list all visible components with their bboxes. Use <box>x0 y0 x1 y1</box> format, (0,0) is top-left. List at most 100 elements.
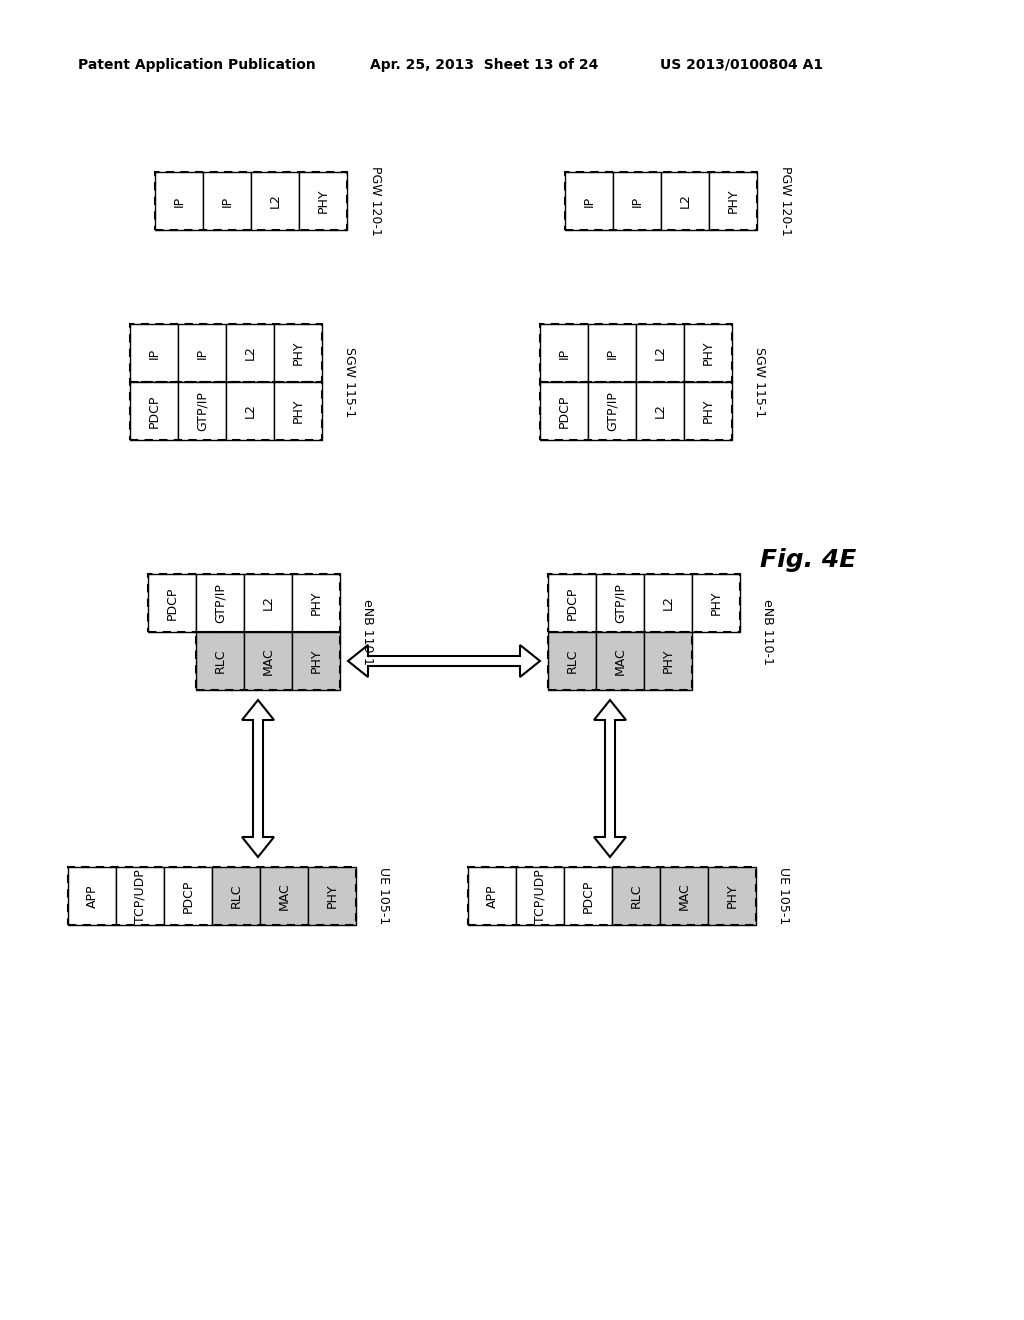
Text: APP: APP <box>485 884 499 908</box>
Bar <box>644 574 692 632</box>
Text: L2: L2 <box>268 194 282 209</box>
Bar <box>612 867 660 925</box>
Bar <box>155 172 203 230</box>
Text: IP: IP <box>631 195 643 206</box>
Text: PDCP: PDCP <box>565 586 579 619</box>
Text: L2: L2 <box>244 346 256 360</box>
Bar <box>548 574 596 632</box>
Bar <box>692 574 740 632</box>
Text: PDCP: PDCP <box>166 586 178 619</box>
Text: PDCP: PDCP <box>582 879 595 912</box>
Text: PHY: PHY <box>309 648 323 673</box>
Text: L2: L2 <box>679 194 691 209</box>
Text: IP: IP <box>583 195 596 206</box>
Text: MAC: MAC <box>678 882 690 909</box>
Text: MAC: MAC <box>261 647 274 675</box>
Bar <box>596 632 644 690</box>
Text: TCP/UDP: TCP/UDP <box>534 869 547 923</box>
Text: MAC: MAC <box>613 647 627 675</box>
Text: L2: L2 <box>244 404 256 418</box>
Text: PHY: PHY <box>309 591 323 615</box>
Text: L2: L2 <box>261 595 274 610</box>
Text: RLC: RLC <box>565 648 579 673</box>
Bar <box>212 867 260 925</box>
Polygon shape <box>594 700 626 857</box>
Bar <box>292 632 340 690</box>
Bar <box>244 632 292 690</box>
Text: PDCP: PDCP <box>181 879 195 912</box>
Text: Apr. 25, 2013  Sheet 13 of 24: Apr. 25, 2013 Sheet 13 of 24 <box>370 58 598 73</box>
Bar <box>196 632 340 690</box>
Bar <box>292 574 340 632</box>
Bar <box>196 632 244 690</box>
Bar <box>468 867 516 925</box>
Text: PHY: PHY <box>701 341 715 366</box>
Bar <box>588 323 636 381</box>
Text: eNB 110-1: eNB 110-1 <box>361 599 375 665</box>
Text: UE 105-1: UE 105-1 <box>378 867 390 924</box>
Bar <box>299 172 347 230</box>
Bar <box>540 323 588 381</box>
Bar <box>540 323 732 381</box>
Bar <box>596 574 644 632</box>
Text: eNB 110-1: eNB 110-1 <box>762 599 774 665</box>
Text: MAC: MAC <box>278 882 291 909</box>
Text: RLC: RLC <box>213 648 226 673</box>
Text: L2: L2 <box>653 404 667 418</box>
Bar <box>226 381 274 440</box>
Bar <box>708 867 756 925</box>
Text: PHY: PHY <box>726 189 739 214</box>
Polygon shape <box>242 700 274 857</box>
Bar <box>274 323 322 381</box>
Text: IP: IP <box>147 347 161 359</box>
Text: GTP/IP: GTP/IP <box>605 391 618 430</box>
Bar <box>226 323 274 381</box>
Bar <box>588 381 636 440</box>
Bar <box>274 381 322 440</box>
Bar <box>636 323 684 381</box>
Text: PGW 120-1: PGW 120-1 <box>369 166 382 236</box>
Text: RLC: RLC <box>630 884 642 908</box>
Bar <box>68 867 356 925</box>
Text: PDCP: PDCP <box>557 395 570 428</box>
Text: TCP/UDP: TCP/UDP <box>133 869 146 923</box>
Bar <box>709 172 757 230</box>
Text: IP: IP <box>172 195 185 206</box>
Bar <box>178 381 226 440</box>
Text: IP: IP <box>557 347 570 359</box>
Text: L2: L2 <box>662 595 675 610</box>
Text: GTP/IP: GTP/IP <box>196 391 209 430</box>
Bar <box>130 381 178 440</box>
Text: GTP/IP: GTP/IP <box>213 583 226 623</box>
Text: PHY: PHY <box>725 884 738 908</box>
Bar <box>68 867 116 925</box>
Text: PDCP: PDCP <box>147 395 161 428</box>
Text: UE 105-1: UE 105-1 <box>777 867 791 924</box>
Bar <box>130 323 322 381</box>
Bar <box>178 323 226 381</box>
Bar <box>155 172 347 230</box>
Text: PHY: PHY <box>701 399 715 424</box>
Text: PGW 120-1: PGW 120-1 <box>778 166 792 236</box>
Bar <box>116 867 164 925</box>
Text: PHY: PHY <box>710 591 723 615</box>
Text: Fig. 4E: Fig. 4E <box>760 548 856 572</box>
Bar <box>260 867 308 925</box>
Text: L2: L2 <box>653 346 667 360</box>
Bar <box>540 381 588 440</box>
Text: IP: IP <box>196 347 209 359</box>
Bar <box>540 381 732 440</box>
Text: SGW 115-1: SGW 115-1 <box>343 347 356 417</box>
Bar <box>644 632 692 690</box>
Bar <box>148 574 340 632</box>
Text: US 2013/0100804 A1: US 2013/0100804 A1 <box>660 58 823 73</box>
Text: GTP/IP: GTP/IP <box>613 583 627 623</box>
Bar <box>548 574 740 632</box>
Bar <box>164 867 212 925</box>
Text: RLC: RLC <box>229 884 243 908</box>
Polygon shape <box>348 645 540 677</box>
Bar <box>636 381 684 440</box>
Text: Patent Application Publication: Patent Application Publication <box>78 58 315 73</box>
Text: PHY: PHY <box>662 648 675 673</box>
Bar <box>548 632 596 690</box>
